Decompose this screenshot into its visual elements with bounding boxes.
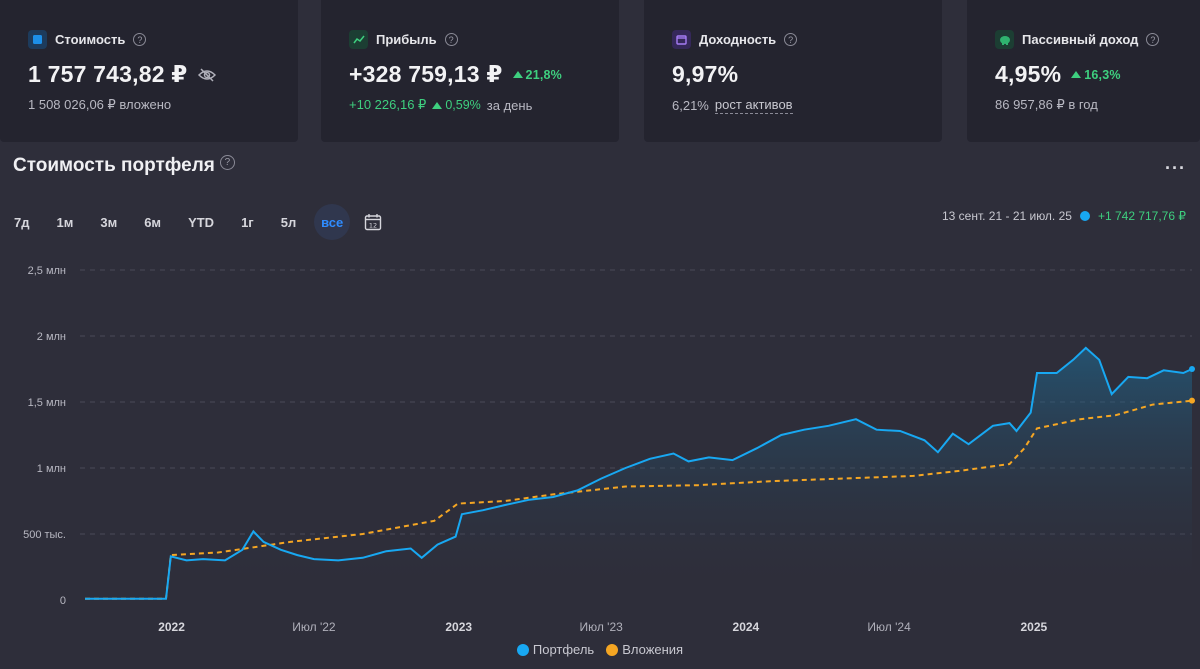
legend-portfolio[interactable]: Портфель [516, 642, 595, 657]
help-icon[interactable]: ? [219, 155, 235, 170]
piggy-icon [995, 30, 1014, 49]
daily-badge-text: 0,59% [445, 98, 481, 112]
y-tick-label: 1 млн [37, 463, 66, 475]
period-7d[interactable]: 7д [14, 214, 30, 230]
eye-off-icon[interactable] [197, 67, 216, 82]
daily-badge: 0,59% [432, 98, 481, 112]
y-tick-label: 0 [60, 595, 66, 607]
card-value[interactable]: Стоимость ? 1 757 743,82 ₽ 1 508 026,06 … [0, 0, 298, 142]
card-profit-title: Прибыль [376, 32, 437, 47]
help-icon[interactable]: ? [784, 33, 798, 46]
daily-label: за день [486, 97, 533, 113]
calendar-icon [672, 30, 691, 49]
portfolio-line [85, 346, 1193, 600]
asset-growth-link[interactable]: рост активов [714, 97, 793, 114]
triangle-up-icon [1071, 71, 1082, 78]
y-tick-label: 500 тыс. [23, 529, 66, 541]
period-all[interactable]: все [314, 204, 351, 240]
help-icon[interactable]: ? [133, 33, 147, 46]
calendar-picker-icon[interactable]: 12 [364, 213, 382, 231]
x-tick-label: 2025 [1021, 620, 1048, 634]
yield-value: 9,97% [672, 61, 739, 87]
y-tick-label: 2,5 млн [28, 265, 66, 277]
period-selector: 7д 1м 3м 6м YTD 1г 5л все 12 [14, 204, 382, 240]
card-yield-title: Доходность [699, 32, 777, 47]
period-1y[interactable]: 1г [241, 214, 254, 230]
triangle-up-icon [512, 71, 523, 78]
card-yield[interactable]: Доходность ? 9,97% 6,21% рост активов [644, 0, 942, 142]
svg-text:12: 12 [369, 222, 377, 230]
daily-profit: +10 226,16 ₽ [349, 97, 427, 112]
card-profit-amount: +328 759,13 ₽ 21,8% [349, 61, 619, 88]
x-tick-label: Июл '23 [579, 620, 623, 634]
x-tick-label: 2024 [733, 620, 760, 634]
card-profit-head: Прибыль ? [349, 30, 619, 49]
portfolio-chart[interactable]: 0 500 тыс. 1 млн 1,5 млн 2 млн 2,5 млн 2022 Июл… [0, 255, 1200, 640]
chart-legend: Портфель Вложения [0, 642, 1200, 657]
passive-per-year: 86 957,86 ₽ в год [995, 97, 1098, 112]
passive-badge-text: 16,3% [1084, 67, 1121, 82]
more-menu-icon[interactable]: ··· [1165, 158, 1186, 178]
portfolio-dot-icon [516, 643, 529, 656]
help-icon[interactable]: ? [444, 33, 458, 46]
y-tick-label: 2 млн [37, 331, 66, 343]
page-title: Стоимость портфеля [13, 155, 215, 176]
invested-amount: 1 508 026,06 ₽ вложено [28, 97, 172, 112]
card-passive-head: Пассивный доход ? [995, 30, 1200, 49]
portfolio-area [85, 347, 1192, 600]
passive-value: 4,95% [995, 61, 1062, 87]
passive-badge: 16,3% [1071, 68, 1120, 82]
range-gain: +1 742 717,76 ₽ [1097, 209, 1186, 223]
card-passive-income[interactable]: Пассивный доход ? 4,95% 16,3% 86 957,86 … [967, 0, 1200, 142]
yield-growth-pct: 6,21% [672, 98, 709, 113]
profit-value: +328 759,13 ₽ [349, 61, 503, 87]
period-6m[interactable]: 6м [144, 214, 162, 230]
portfolio-point [1189, 366, 1195, 372]
profit-badge-text: 21,8% [525, 67, 562, 82]
invest-dot-icon [606, 643, 619, 656]
period-1m[interactable]: 1м [56, 214, 74, 230]
invest-point [1189, 397, 1195, 404]
chart-up-icon [349, 30, 368, 49]
period-3m[interactable]: 3м [100, 214, 118, 230]
card-passive-amount: 4,95% 16,3% [995, 61, 1200, 88]
x-tick-label: Июл '22 [292, 620, 336, 634]
x-tick-label: 2022 [158, 620, 185, 634]
x-tick-label: 2023 [445, 620, 472, 634]
card-value-amount: 1 757 743,82 ₽ [28, 61, 298, 88]
card-value-title: Стоимость [55, 32, 126, 47]
invest-line [85, 399, 1193, 600]
period-ytd[interactable]: YTD [188, 214, 215, 230]
summary-cards: Стоимость ? 1 757 743,82 ₽ 1 508 026,06 … [0, 0, 1200, 142]
profit-daily: +10 226,16 ₽ 0,59% за день [349, 97, 619, 113]
legend-invest-label: Вложения [622, 642, 684, 657]
y-tick-label: 1,5 млн [28, 397, 66, 409]
date-range: 13 сент. 21 - 21 июл. 25 +1 742 717,76 ₽ [942, 209, 1186, 223]
period-5y[interactable]: 5л [280, 214, 297, 230]
yield-sub: 6,21% рост активов [672, 97, 942, 114]
date-range-text: 13 сент. 21 - 21 июл. 25 [941, 209, 1072, 223]
legend-portfolio-label: Портфель [532, 642, 595, 657]
section-header: Стоимость портфеля ? [13, 155, 235, 177]
card-profit[interactable]: Прибыль ? +328 759,13 ₽ 21,8% +10 226,16… [321, 0, 619, 142]
triangle-up-icon [432, 101, 443, 109]
x-tick-label: Июл '24 [867, 620, 911, 634]
card-value-head: Стоимость ? [28, 30, 298, 49]
legend-invest[interactable]: Вложения [606, 642, 683, 657]
portfolio-value: 1 757 743,82 ₽ [28, 61, 188, 87]
profit-badge: 21,8% [512, 67, 562, 82]
card-passive-title: Пассивный доход [1022, 32, 1139, 47]
wallet-icon [28, 30, 47, 49]
card-yield-head: Доходность ? [672, 30, 942, 49]
portfolio-dot-icon [1079, 211, 1090, 221]
help-icon[interactable]: ? [1146, 33, 1160, 46]
